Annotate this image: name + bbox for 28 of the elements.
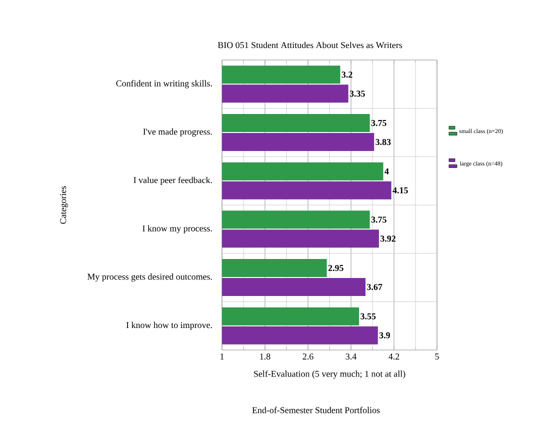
y-tick-label: I value peer feedback.: [134, 176, 212, 185]
data-label: 4.15: [392, 187, 408, 194]
x-tick-label: 1.8: [260, 354, 270, 360]
y-tick-label: I know my process.: [142, 225, 212, 234]
x-tick-label: 4.2: [388, 354, 400, 360]
data-label: 3.35: [350, 90, 365, 97]
y-tick-label: Confident in writing skills.: [116, 80, 212, 88]
data-label: 4: [384, 168, 389, 174]
x-tick-label: 3.4: [346, 354, 356, 360]
data-label: 3.55: [360, 313, 376, 320]
x-tick-label: 5: [435, 354, 439, 360]
x-tick-label: 1: [220, 354, 224, 360]
data-label: 3.9: [379, 332, 390, 338]
y-tick-label: I know how to improve.: [126, 322, 212, 330]
x-axis-title: Self-Evaluation (5 very much; 1 not at all): [254, 370, 406, 379]
x-tick-label: 2.6: [302, 354, 314, 360]
data-label: 3.75: [371, 216, 386, 223]
data-label: 3.92: [380, 236, 396, 242]
data-label: 2.95: [328, 264, 344, 272]
y-tick-label: I've made progress.: [143, 128, 212, 137]
data-label: 3.67: [367, 284, 382, 290]
data-label: 3.83: [376, 138, 391, 146]
y-axis-title: Categories: [60, 186, 68, 224]
data-label: 3.75: [371, 120, 386, 126]
chart-title: BIO 051 Student Attitudes About Selves as Writers: [218, 42, 402, 48]
data-label: 3.2: [342, 72, 352, 78]
text: End-of-Semester Student Portfolios: [252, 406, 380, 414]
y-tick-label: My process gets desired outcomes.: [87, 273, 212, 282]
